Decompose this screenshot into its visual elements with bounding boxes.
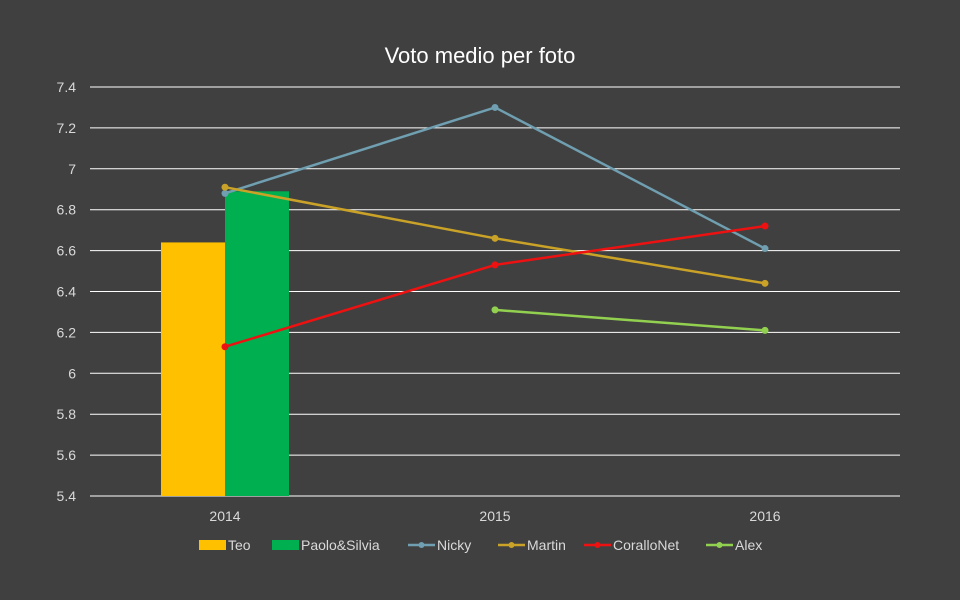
bar-teo	[161, 242, 225, 496]
x-tick-label: 2014	[209, 508, 240, 524]
point-nicky	[761, 245, 769, 253]
legend-marker-nicky	[418, 542, 425, 548]
point-corallonet	[491, 261, 499, 269]
legend-swatch-paolo-silvia	[272, 540, 299, 550]
legend-swatch-teo	[199, 540, 226, 550]
legend-label-nicky: Nicky	[437, 537, 471, 553]
series-lines	[221, 103, 769, 351]
y-tick-label: 5.4	[57, 488, 77, 504]
x-tick-label: 2016	[749, 508, 780, 524]
x-axis-ticks: 2014 2015 2016	[209, 508, 780, 524]
point-alex	[761, 326, 769, 334]
point-martin	[491, 234, 499, 242]
point-corallonet	[761, 222, 769, 230]
legend-label-alex: Alex	[735, 537, 762, 553]
legend-label-martin: Martin	[527, 537, 566, 553]
y-tick-label: 7.2	[57, 120, 77, 136]
y-tick-label: 6.2	[57, 324, 77, 340]
y-tick-label: 6.8	[57, 202, 77, 218]
y-tick-label: 5.6	[57, 447, 77, 463]
legend: Teo Paolo&Silvia Nicky Martin CoralloNet Alex	[199, 537, 762, 553]
y-axis-ticks: 5.4 5.6 5.8 6 6.2 6.4 6.6 6.8 7 7.2 7.4	[57, 79, 77, 504]
point-martin	[761, 279, 769, 287]
point-nicky	[221, 189, 229, 197]
y-tick-label: 6.6	[57, 243, 77, 259]
y-tick-label: 5.8	[57, 406, 77, 422]
line-alex	[494, 308, 766, 332]
legend-marker-corallonet	[594, 542, 601, 548]
chart-title: Voto medio per foto	[385, 43, 576, 68]
point-martin	[221, 183, 229, 191]
y-tick-label: 6.4	[57, 284, 77, 300]
y-tick-label: 6	[68, 365, 76, 381]
legend-label-paolo-silvia: Paolo&Silvia	[301, 537, 380, 553]
legend-marker-martin	[508, 542, 515, 548]
y-tick-label: 7.4	[57, 79, 77, 95]
legend-marker-alex	[716, 542, 723, 548]
legend-label-corallonet: CoralloNet	[613, 537, 679, 553]
legend-label-teo: Teo	[228, 537, 251, 553]
y-tick-label: 7	[68, 161, 76, 177]
point-nicky	[491, 103, 499, 111]
x-tick-label: 2015	[479, 508, 510, 524]
point-corallonet	[221, 343, 229, 351]
point-alex	[491, 306, 499, 314]
